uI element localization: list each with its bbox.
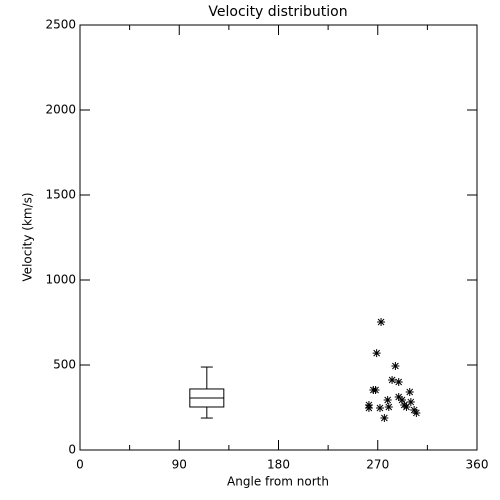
y-axis-label: Velocity (km/s) — [21, 192, 35, 281]
point — [388, 375, 397, 384]
x-tick-label: 360 — [466, 458, 489, 472]
y-tick-label: 500 — [53, 358, 76, 372]
point — [391, 362, 400, 371]
x-tick-label: 180 — [267, 458, 290, 472]
point — [377, 317, 386, 326]
point — [380, 414, 389, 423]
y-tick-label: 1000 — [45, 273, 76, 287]
chart-title: Velocity distribution — [208, 4, 347, 20]
point — [412, 408, 421, 417]
y-tick-label: 2500 — [45, 18, 76, 32]
point — [375, 404, 384, 413]
point — [398, 396, 407, 405]
y-tick-label: 1500 — [45, 188, 76, 202]
point — [384, 402, 393, 411]
y-tick-label: 0 — [68, 443, 76, 457]
point — [372, 349, 381, 358]
point — [402, 402, 411, 411]
x-axis-label: Angle from north — [227, 475, 329, 489]
point — [394, 392, 403, 401]
plot-frame — [79, 24, 478, 451]
x-tick-label: 270 — [366, 458, 389, 472]
point — [364, 404, 373, 413]
point — [394, 378, 403, 386]
x-tick-label: 90 — [172, 458, 187, 472]
y-tick-label: 2000 — [45, 103, 76, 117]
point — [406, 398, 415, 407]
x-tick-label: 0 — [76, 458, 84, 472]
point — [405, 388, 414, 397]
point — [371, 385, 380, 394]
point — [383, 396, 392, 405]
